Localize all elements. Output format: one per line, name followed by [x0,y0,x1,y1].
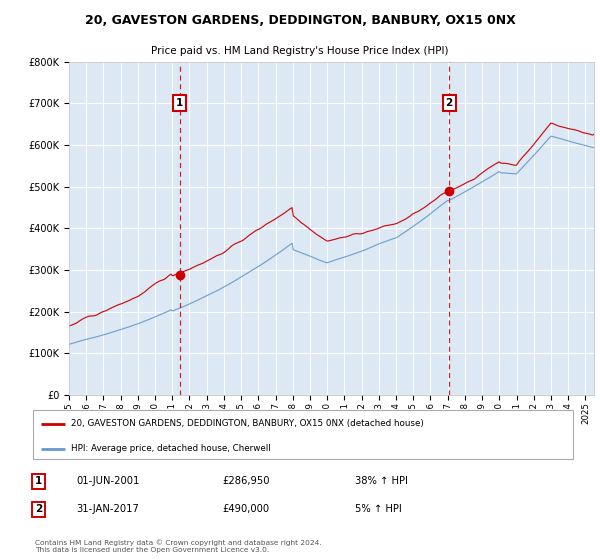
Text: 1: 1 [35,477,42,487]
Text: 31-JAN-2017: 31-JAN-2017 [76,504,139,514]
FancyBboxPatch shape [33,410,573,459]
Text: 20, GAVESTON GARDENS, DEDDINGTON, BANBURY, OX15 0NX: 20, GAVESTON GARDENS, DEDDINGTON, BANBUR… [85,13,515,26]
Text: 1: 1 [176,98,183,108]
Text: 2: 2 [35,504,42,514]
Text: Contains HM Land Registry data © Crown copyright and database right 2024.
This d: Contains HM Land Registry data © Crown c… [35,539,322,553]
Text: 20, GAVESTON GARDENS, DEDDINGTON, BANBURY, OX15 0NX (detached house): 20, GAVESTON GARDENS, DEDDINGTON, BANBUR… [71,419,424,428]
Text: £286,950: £286,950 [223,477,270,487]
Text: 2: 2 [445,98,452,108]
Text: 01-JUN-2001: 01-JUN-2001 [76,477,140,487]
Text: Price paid vs. HM Land Registry's House Price Index (HPI): Price paid vs. HM Land Registry's House … [151,46,449,56]
Text: 5% ↑ HPI: 5% ↑ HPI [355,504,402,514]
Text: £490,000: £490,000 [223,504,270,514]
Text: HPI: Average price, detached house, Cherwell: HPI: Average price, detached house, Cher… [71,444,271,453]
Text: 38% ↑ HPI: 38% ↑ HPI [355,477,408,487]
